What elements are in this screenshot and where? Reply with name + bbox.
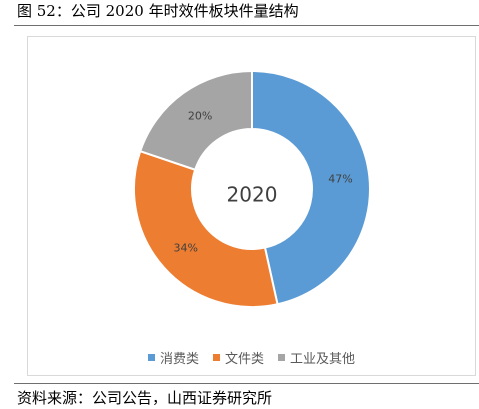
slice-labels: 47% 34% 20% xyxy=(174,110,353,255)
legend-label-1: 文件类 xyxy=(224,352,264,367)
slice-label-2: 20% xyxy=(188,110,212,123)
legend-item-1: 文件类 xyxy=(212,348,264,367)
legend: 消费类 文件类 工业及其他 xyxy=(28,348,475,367)
top-rule xyxy=(14,25,479,26)
bottom-rule xyxy=(14,383,479,384)
slice-label-0: 47% xyxy=(328,172,352,185)
slice-0 xyxy=(251,69,371,306)
slice-1 xyxy=(133,149,279,308)
legend-swatch-1 xyxy=(212,354,220,361)
figure-title: 图 52：公司 2020 年时效件板块件量结构 xyxy=(17,2,299,20)
donut-chart: 47% 34% 20% 2020 xyxy=(133,69,371,308)
legend-swatch-0 xyxy=(147,354,155,361)
slice-label-1: 34% xyxy=(174,241,198,254)
slice-2 xyxy=(138,69,253,172)
legend-swatch-2 xyxy=(278,354,285,361)
center-label: 2020 xyxy=(227,183,278,207)
chart-area: 47% 34% 20% 2020 消费类 文件类 工业及其他 xyxy=(27,36,476,376)
source-note: 资料来源：公司公告，山西证券研究所 xyxy=(17,389,273,407)
donut-slices xyxy=(133,69,371,308)
legend-item-2: 工业及其他 xyxy=(278,348,355,367)
legend-label-2: 工业及其他 xyxy=(290,352,356,367)
legend-label-0: 消费类 xyxy=(159,352,199,367)
legend-item-0: 消费类 xyxy=(147,348,199,367)
